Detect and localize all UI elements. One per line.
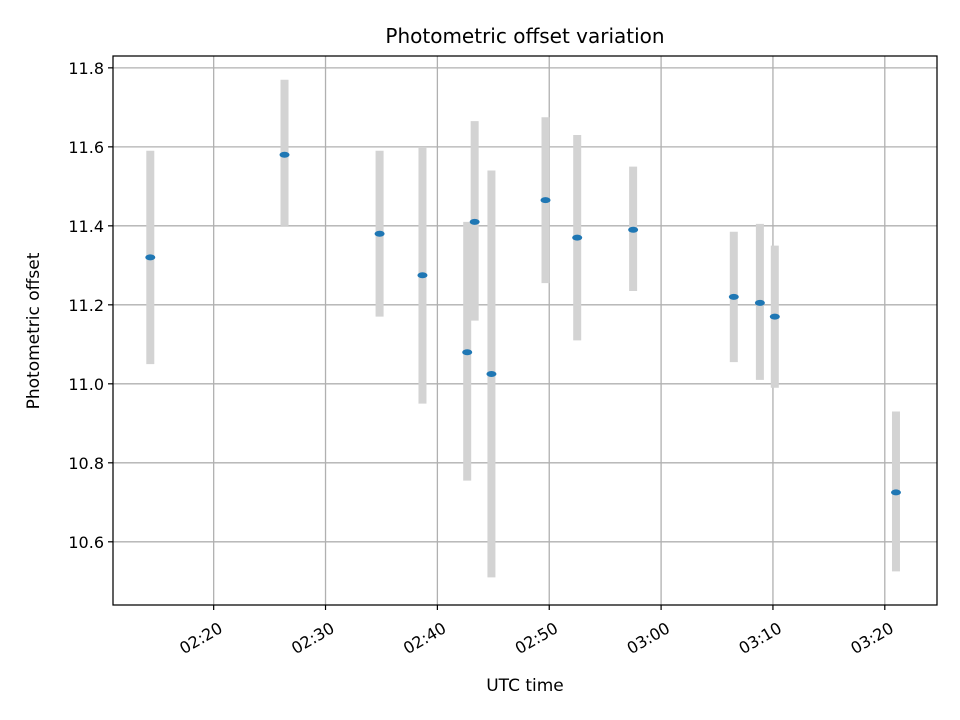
y-tick-label: 11.2 [68, 296, 104, 315]
y-tick-label: 11.4 [68, 217, 104, 236]
data-points [145, 151, 901, 496]
x-tick-label: 02:30 [288, 618, 337, 658]
x-tick-label: 02:50 [512, 618, 561, 658]
data-point [728, 293, 739, 300]
data-point [486, 370, 497, 377]
x-tick-label: 03:00 [624, 618, 673, 658]
y-tick-label: 10.8 [68, 454, 104, 473]
data-point [572, 234, 583, 241]
x-tick-label: 03:20 [847, 618, 896, 658]
chart-title: Photometric offset variation [385, 24, 664, 48]
y-axis: 10.6 10.8 11.0 11.2 11.4 11.6 11.8 [68, 59, 113, 552]
error-bars [146, 79, 900, 578]
data-point [374, 230, 385, 237]
plot-frame [112, 55, 938, 606]
x-axis: 02:20 02:30 02:40 02:50 03:00 03:10 03:20 [176, 605, 897, 658]
x-tick-label: 02:40 [400, 618, 449, 658]
data-point [469, 218, 480, 225]
data-point [769, 313, 780, 320]
x-axis-label: UTC time [486, 676, 564, 696]
data-point [279, 151, 290, 158]
data-point [462, 349, 473, 356]
data-point [417, 272, 428, 279]
grid [113, 56, 937, 605]
data-point [754, 299, 765, 306]
y-tick-label: 11.0 [68, 375, 104, 394]
data-point [540, 197, 551, 204]
y-tick-label: 11.6 [68, 138, 104, 157]
y-tick-label: 10.6 [68, 533, 104, 552]
y-axis-label: Photometric offset [24, 252, 44, 409]
data-point [145, 254, 156, 261]
data-point [628, 226, 639, 233]
data-point [890, 489, 901, 496]
x-tick-label: 03:10 [736, 618, 785, 658]
y-tick-label: 11.8 [68, 59, 104, 78]
x-tick-label: 02:20 [176, 618, 225, 658]
